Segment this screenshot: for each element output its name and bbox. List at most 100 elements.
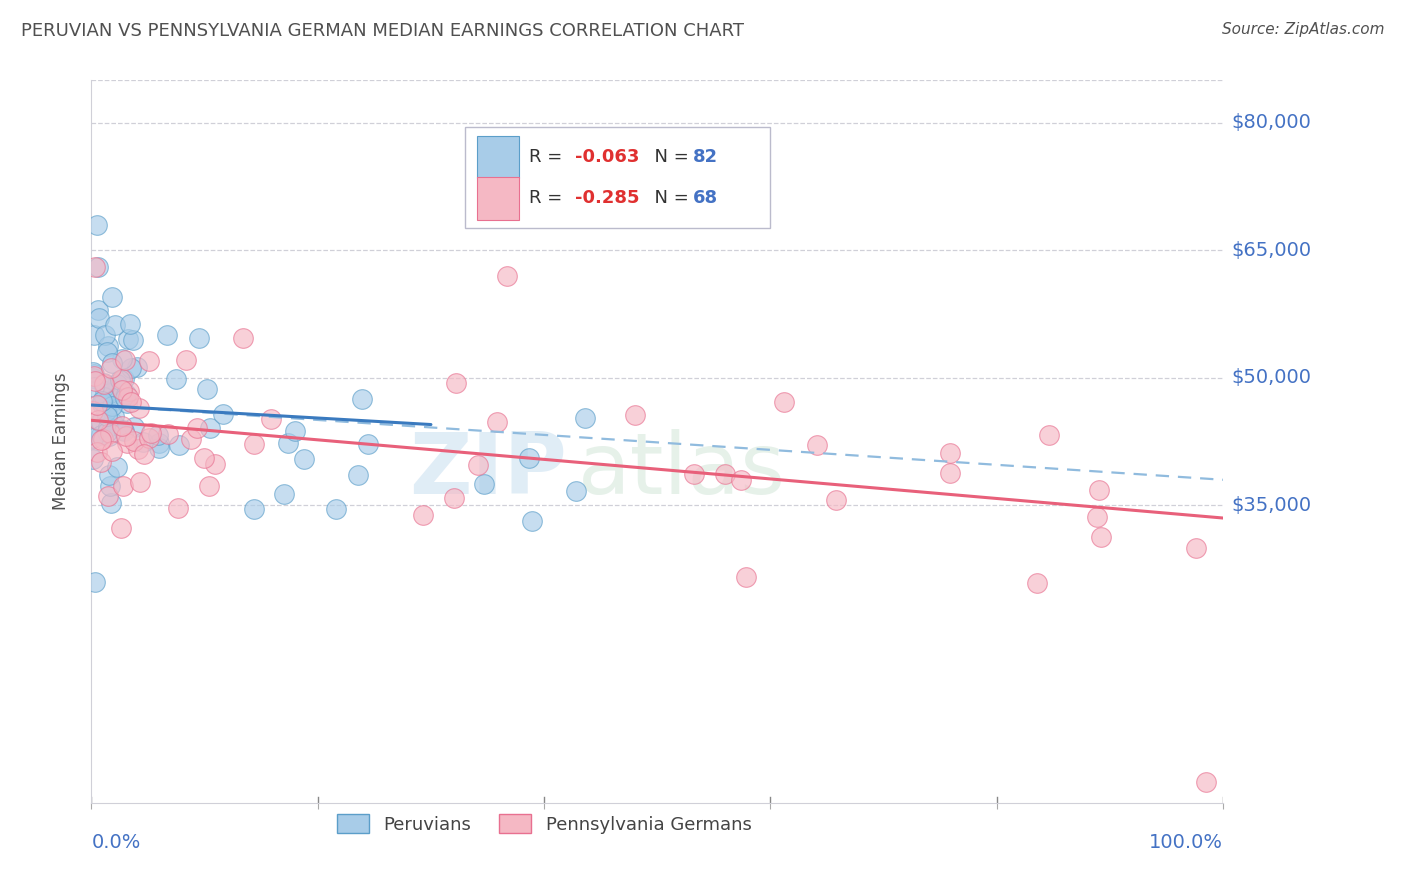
Point: [1090, 530, 1112, 544]
Point: [86, 445, 108, 459]
Point: [167, 500, 190, 515]
Text: 0.0%: 0.0%: [91, 833, 141, 853]
Point: [100, 388, 122, 402]
Text: atlas: atlas: [578, 429, 786, 512]
Point: [169, 438, 191, 452]
Point: [115, 436, 138, 450]
Point: [105, 460, 128, 475]
Point: [90, 415, 112, 429]
Point: [93, 390, 115, 404]
Point: [96, 425, 118, 439]
Point: [186, 420, 208, 434]
Point: [120, 395, 142, 409]
Point: [472, 477, 495, 491]
Point: [86, 218, 108, 232]
Point: [114, 391, 136, 405]
Point: [325, 501, 347, 516]
Point: [1025, 576, 1047, 591]
Text: $65,000: $65,000: [1232, 241, 1312, 260]
Point: [574, 411, 596, 425]
Point: [84, 260, 107, 275]
Point: [120, 361, 142, 376]
Point: [111, 418, 134, 433]
Point: [346, 468, 368, 483]
Point: [148, 441, 170, 455]
Point: [98, 479, 121, 493]
Text: 68: 68: [692, 189, 717, 208]
Point: [110, 521, 132, 535]
Point: [96, 404, 118, 418]
Point: [114, 353, 136, 368]
Point: [97, 420, 120, 434]
Point: [82, 365, 104, 379]
Point: [122, 434, 145, 448]
Point: [1088, 483, 1111, 498]
Point: [97, 400, 120, 414]
Point: [467, 458, 489, 473]
Point: [132, 435, 155, 450]
Point: [517, 450, 540, 465]
Point: [93, 328, 115, 343]
Point: [94, 384, 117, 398]
Text: 82: 82: [692, 148, 717, 166]
Point: [118, 384, 141, 398]
Point: [82, 403, 104, 417]
Point: [122, 420, 145, 434]
Point: [806, 438, 828, 452]
Point: [357, 437, 380, 451]
Point: [683, 467, 706, 481]
Point: [103, 409, 125, 424]
Point: [87, 260, 110, 275]
Point: [93, 376, 115, 391]
Point: [1185, 541, 1208, 556]
Point: [714, 467, 737, 481]
Point: [93, 380, 115, 394]
Point: [195, 382, 218, 396]
Point: [96, 409, 118, 423]
Point: [938, 445, 960, 459]
Point: [108, 373, 131, 387]
Point: [127, 442, 149, 456]
Point: [127, 360, 149, 375]
FancyBboxPatch shape: [465, 128, 770, 228]
Point: [114, 429, 136, 443]
Point: [90, 455, 112, 469]
Point: [97, 489, 120, 503]
Point: [193, 451, 215, 466]
Text: $50,000: $50,000: [1232, 368, 1312, 387]
Text: -0.285: -0.285: [575, 189, 640, 208]
Point: [97, 468, 120, 483]
Text: Source: ZipAtlas.com: Source: ZipAtlas.com: [1222, 22, 1385, 37]
Point: [100, 361, 122, 376]
Point: [100, 496, 122, 510]
Point: [111, 384, 134, 398]
Point: [495, 268, 517, 283]
Point: [939, 467, 962, 481]
Point: [132, 447, 155, 461]
Text: PERUVIAN VS PENNSYLVANIA GERMAN MEDIAN EARNINGS CORRELATION CHART: PERUVIAN VS PENNSYLVANIA GERMAN MEDIAN E…: [21, 22, 744, 40]
Text: ZIP: ZIP: [409, 429, 567, 512]
Point: [115, 387, 138, 401]
Text: 100.0%: 100.0%: [1149, 833, 1223, 853]
Point: [98, 425, 121, 440]
Point: [139, 425, 162, 440]
Point: [97, 339, 120, 353]
Point: [90, 434, 112, 448]
Point: [198, 421, 221, 435]
Point: [485, 415, 508, 429]
Point: [128, 401, 150, 415]
Point: [117, 332, 139, 346]
Point: [98, 429, 121, 443]
Point: [93, 376, 115, 391]
Point: [101, 356, 124, 370]
Point: [91, 432, 114, 446]
Point: [86, 398, 108, 412]
FancyBboxPatch shape: [478, 136, 519, 178]
Point: [1038, 428, 1060, 442]
Legend: Peruvians, Pennsylvania Germans: Peruvians, Pennsylvania Germans: [329, 807, 759, 841]
Text: $80,000: $80,000: [1232, 113, 1312, 132]
Point: [87, 311, 110, 326]
FancyBboxPatch shape: [478, 178, 519, 219]
Point: [129, 475, 152, 490]
Point: [148, 428, 170, 442]
